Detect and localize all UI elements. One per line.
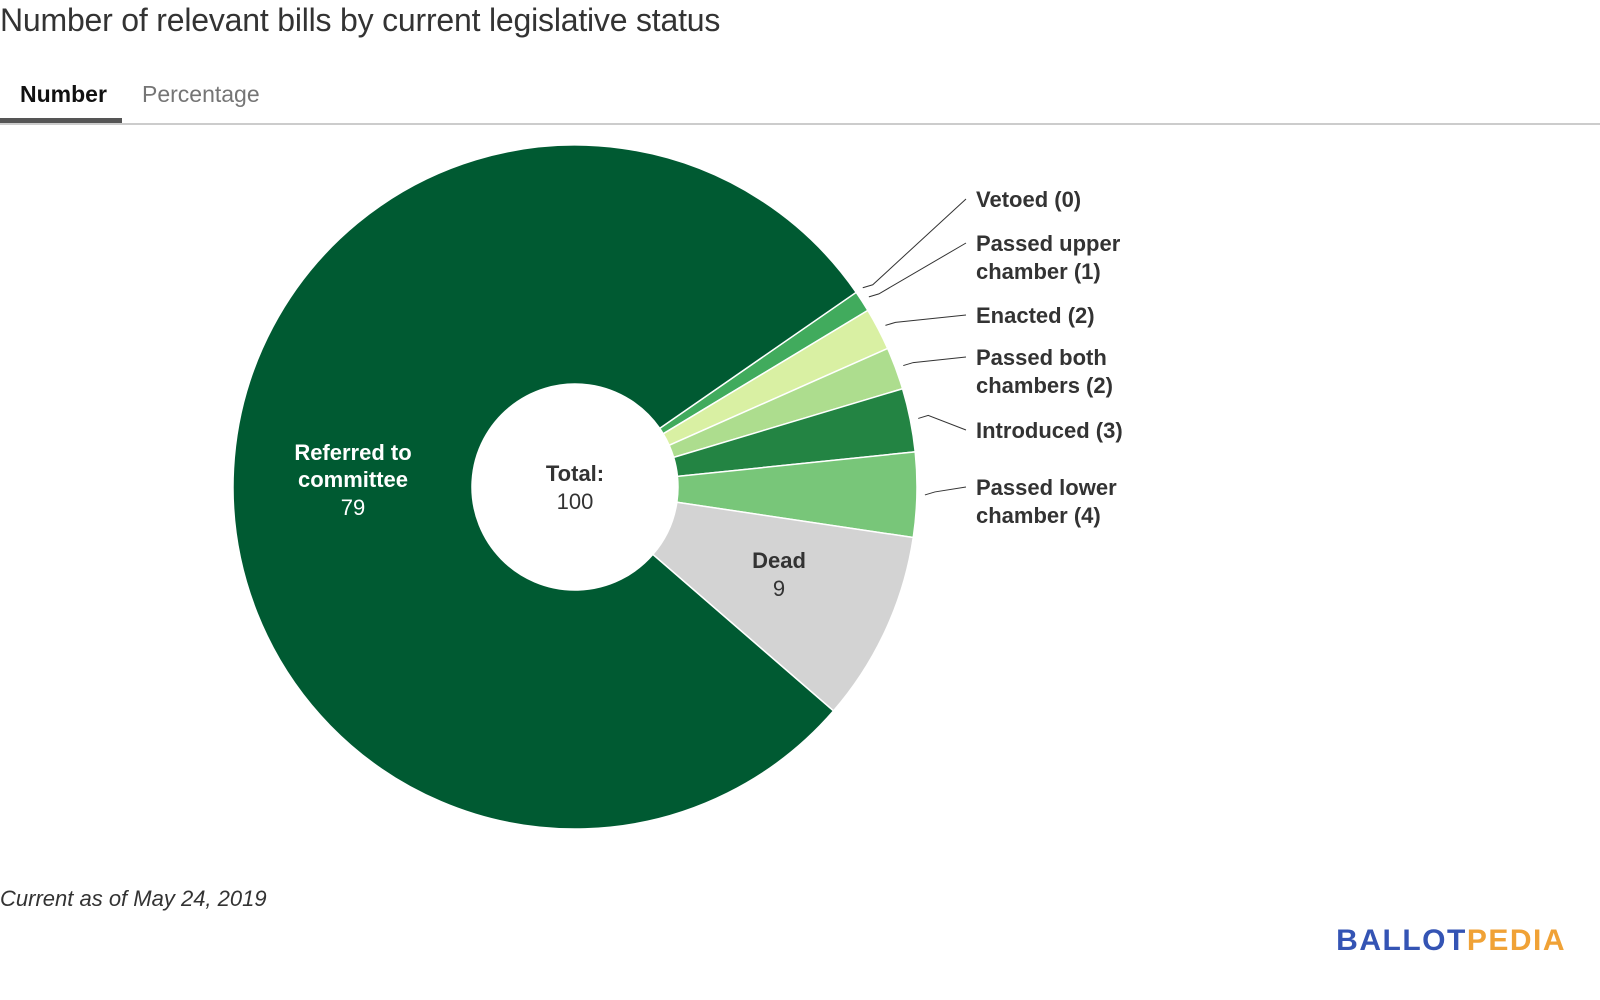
logo-part-ballot: BALLOT — [1336, 924, 1467, 957]
slices — [232, 144, 918, 830]
label-line: Referred to — [294, 440, 411, 465]
tab-divider — [0, 123, 1600, 125]
label-line: Introduced (3) — [976, 418, 1123, 443]
leader-line-enacted — [885, 314, 967, 326]
slice-dead[interactable] — [651, 501, 915, 712]
label-line: Enacted (2) — [976, 303, 1095, 328]
leader-line-passed-lower-chamber — [924, 486, 967, 496]
label-line: chamber (4) — [976, 503, 1101, 528]
label-passed-upper-chamber: Passed upper chamber (1) — [976, 231, 1121, 284]
label-referred-to-committee: Referred to committee 79 — [294, 440, 411, 520]
label-enacted: Enacted (2) — [976, 303, 1095, 328]
chart-title: Number of relevant bills by current legi… — [0, 2, 721, 38]
label-line: committee — [298, 467, 408, 492]
tab-bar: Number Percentage — [0, 72, 1600, 126]
current-as-of-note: Current as of May 24, 2019 — [0, 886, 267, 911]
value-label: 9 — [773, 576, 785, 601]
label-line: chamber (1) — [976, 259, 1101, 284]
label-vetoed: Vetoed (0) — [976, 187, 1081, 212]
label-passed-lower-chamber: Passed lower chamber (4) — [976, 475, 1117, 528]
labels: Vetoed (0) Passed upper chamber (1) Enacted… — [294, 187, 1122, 601]
tab-number[interactable]: Number — [20, 81, 107, 107]
donut-chart: Vetoed (0) Passed upper chamber (1) Enacted… — [232, 144, 1123, 830]
label-line: chambers (2) — [976, 373, 1113, 398]
label-passed-both-chambers: Passed both chambers (2) — [976, 345, 1113, 398]
slice-referred-to-committee[interactable] — [232, 144, 858, 830]
ballotpedia-logo: BALLOTPEDIA — [1336, 924, 1566, 958]
label-line: Passed upper — [976, 231, 1121, 256]
logo-part-pedia: PEDIA — [1466, 924, 1566, 957]
leader-line-introduced — [918, 414, 967, 431]
center-total-title: Total: — [546, 461, 604, 486]
label-line: Passed both — [976, 345, 1107, 370]
leader-line-vetoed — [862, 198, 967, 289]
label-dead: Dead 9 — [752, 548, 806, 601]
center-total-value: 100 — [557, 489, 594, 514]
tab-percentage[interactable]: Percentage — [142, 81, 260, 107]
label-line: Dead — [752, 548, 806, 573]
leader-line-passed-upper-chamber — [868, 242, 967, 298]
value-label: 79 — [341, 495, 365, 520]
active-tab-indicator — [0, 118, 122, 123]
label-line: Vetoed (0) — [976, 187, 1081, 212]
label-introduced: Introduced (3) — [976, 418, 1123, 443]
leader-line-passed-both-chambers — [903, 356, 967, 367]
label-line: Passed lower — [976, 475, 1117, 500]
